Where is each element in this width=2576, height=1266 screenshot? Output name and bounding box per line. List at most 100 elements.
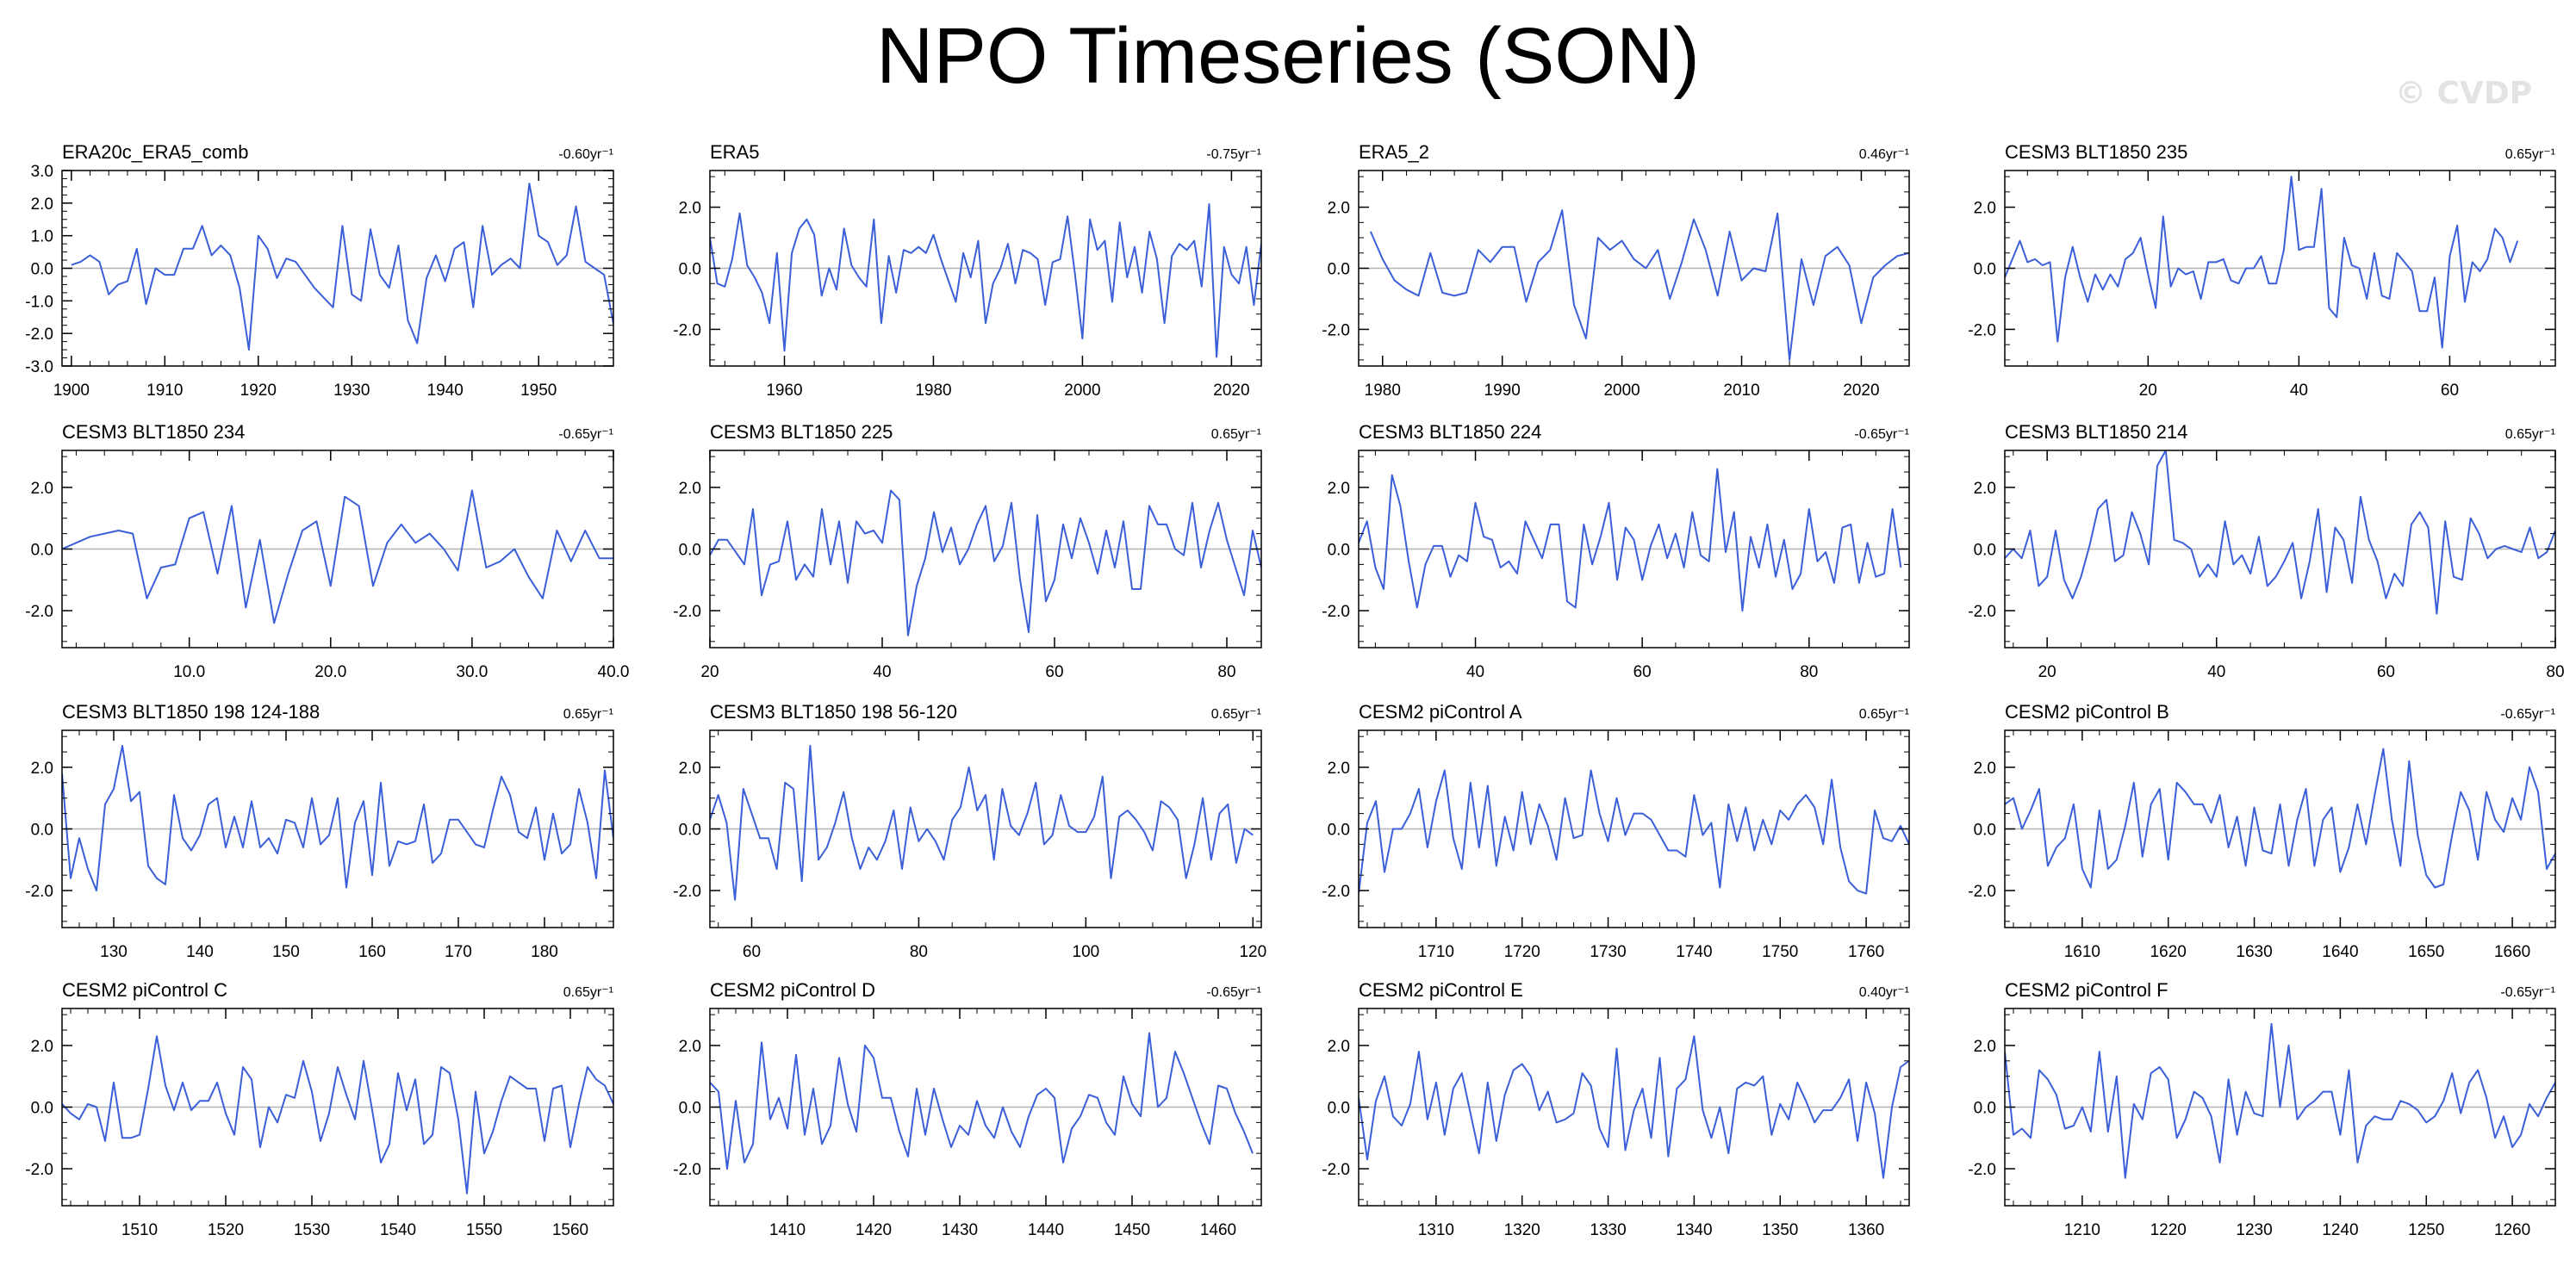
y-tick-label: -2.0 bbox=[25, 603, 53, 621]
x-tick-label: 1620 bbox=[2150, 943, 2187, 961]
x-tick-label: 1990 bbox=[1484, 382, 1521, 400]
x-tick-label: 60 bbox=[743, 943, 761, 961]
x-tick-label: 1760 bbox=[1848, 943, 1884, 961]
panel-12: CESM2 piControl C 0.65yr⁻¹ -2.0 0.0 2.0 1510 1… bbox=[25, 979, 614, 1239]
y-tick-label: -2.0 bbox=[25, 1161, 53, 1179]
panel-6: CESM3 BLT1850 224 -0.65yr⁻¹ -2.0 0.0 2.0 40 60… bbox=[1322, 421, 1910, 681]
x-tick-label: 30.0 bbox=[456, 663, 488, 681]
x-tick-label: 170 bbox=[445, 943, 472, 961]
x-tick-label: 1420 bbox=[856, 1221, 892, 1239]
y-tick-label: 2.0 bbox=[679, 200, 701, 218]
series-line bbox=[2005, 176, 2519, 349]
y-tick-label: -2.0 bbox=[673, 1161, 701, 1179]
x-tick-label: 1430 bbox=[942, 1221, 978, 1239]
x-tick-label: 1710 bbox=[1418, 943, 1454, 961]
y-tick-label: -2.0 bbox=[25, 326, 53, 344]
y-tick-label: 2.0 bbox=[1974, 200, 1996, 218]
y-tick-label: 2.0 bbox=[1328, 480, 1350, 498]
y-tick-label: 2.0 bbox=[1328, 1038, 1350, 1056]
x-tick-label: 1450 bbox=[1114, 1221, 1150, 1239]
y-tick-label: 0.0 bbox=[1328, 822, 1350, 840]
trend-label: -0.60yr⁻¹ bbox=[558, 147, 613, 162]
panel-title: ERA20c_ERA5_comb bbox=[62, 141, 248, 163]
y-tick-label: 2.0 bbox=[679, 480, 701, 498]
trend-label: 0.65yr⁻¹ bbox=[2505, 427, 2555, 442]
panel-title: CESM2 piControl E bbox=[1359, 979, 1523, 1001]
x-tick-label: 1900 bbox=[53, 382, 90, 400]
x-tick-label: 1640 bbox=[2322, 943, 2358, 961]
x-tick-label: 1460 bbox=[1200, 1221, 1236, 1239]
trend-label: 0.65yr⁻¹ bbox=[563, 985, 613, 1000]
y-tick-label: -2.0 bbox=[1968, 883, 1996, 901]
y-tick-label: 2.0 bbox=[31, 480, 53, 498]
panel-title: CESM3 BLT1850 234 bbox=[62, 421, 245, 443]
x-tick-label: 1320 bbox=[1504, 1221, 1540, 1239]
x-tick-label: 1910 bbox=[146, 382, 183, 400]
x-tick-label: 40 bbox=[2207, 663, 2225, 681]
x-tick-label: 40 bbox=[1466, 663, 1484, 681]
trend-label: -0.65yr⁻¹ bbox=[2500, 985, 2555, 1000]
trend-label: 0.40yr⁻¹ bbox=[1859, 985, 1909, 1000]
x-tick-label: 1510 bbox=[121, 1221, 158, 1239]
series-line bbox=[710, 744, 1254, 901]
x-tick-label: 1330 bbox=[1590, 1221, 1626, 1239]
y-tick-label: 0.0 bbox=[31, 1100, 53, 1118]
page-title: NPO Timeseries (SON) bbox=[876, 12, 1700, 100]
panel-5: CESM3 BLT1850 225 0.65yr⁻¹ -2.0 0.0 2.0 20 40 6… bbox=[673, 421, 1262, 681]
panel-title: CESM3 BLT1850 224 bbox=[1359, 421, 1541, 443]
x-tick-label: 1560 bbox=[552, 1221, 588, 1239]
x-tick-label: 1520 bbox=[208, 1221, 244, 1239]
y-tick-label: 2.0 bbox=[679, 760, 701, 778]
x-tick-label: 1650 bbox=[2408, 943, 2444, 961]
panel-1: ERA5 -0.75yr⁻¹ -2.0 0.0 2.0 1960 1980 2000 2020 bbox=[673, 141, 1262, 400]
y-tick-label: 3.0 bbox=[31, 163, 53, 181]
series-line bbox=[2005, 1022, 2555, 1179]
x-tick-label: 1350 bbox=[1762, 1221, 1798, 1239]
y-tick-label: 0.0 bbox=[1974, 822, 1996, 840]
panel-title: CESM3 BLT1850 235 bbox=[2005, 141, 2187, 163]
panel-4: CESM3 BLT1850 234 -0.65yr⁻¹ -2.0 0.0 2.0 10.0… bbox=[25, 421, 629, 681]
y-tick-label: 2.0 bbox=[1328, 760, 1350, 778]
x-tick-label: 1210 bbox=[2064, 1221, 2100, 1239]
x-tick-label: 1230 bbox=[2236, 1221, 2272, 1239]
x-tick-label: 1240 bbox=[2322, 1221, 2358, 1239]
y-tick-label: 2.0 bbox=[1974, 480, 1996, 498]
y-tick-label: -2.0 bbox=[1322, 321, 1350, 339]
y-tick-label: -2.0 bbox=[1322, 1161, 1350, 1179]
panel-0: ERA20c_ERA5_comb -0.60yr⁻¹ -3.0 -2.0 -1.0 0.0… bbox=[25, 141, 614, 400]
x-tick-label: 1950 bbox=[520, 382, 557, 400]
y-tick-label: 2.0 bbox=[31, 760, 53, 778]
x-tick-label: 150 bbox=[272, 943, 300, 961]
x-tick-label: 100 bbox=[1073, 943, 1100, 961]
x-tick-label: 1630 bbox=[2236, 943, 2272, 961]
x-tick-label: 1980 bbox=[1365, 382, 1401, 400]
y-tick-label: 0.0 bbox=[31, 261, 53, 279]
panel-title: CESM2 piControl D bbox=[710, 979, 875, 1001]
panel-title: CESM2 piControl A bbox=[1359, 701, 1522, 723]
x-tick-label: 1980 bbox=[915, 382, 951, 400]
x-tick-label: 2020 bbox=[1843, 382, 1879, 400]
panel-title: CESM2 piControl B bbox=[2005, 701, 2169, 723]
series-line bbox=[62, 1035, 613, 1195]
panel-title: ERA5_2 bbox=[1359, 141, 1429, 163]
panel-8: CESM3 BLT1850 198 124-188 0.65yr⁻¹ -2.0 0.0… bbox=[25, 701, 614, 961]
x-tick-label: 1930 bbox=[333, 382, 370, 400]
y-tick-label: -1.0 bbox=[25, 293, 53, 311]
trend-label: 0.65yr⁻¹ bbox=[563, 707, 613, 722]
y-tick-label: 0.0 bbox=[679, 1100, 701, 1118]
x-tick-label: 1920 bbox=[240, 382, 277, 400]
panel-15: CESM2 piControl F -0.65yr⁻¹ -2.0 0.0 2.0 1210… bbox=[1968, 979, 2556, 1239]
y-tick-label: 0.0 bbox=[31, 542, 53, 560]
y-tick-label: 0.0 bbox=[1974, 542, 1996, 560]
x-tick-label: 1750 bbox=[1762, 943, 1798, 961]
x-tick-label: 80 bbox=[1800, 663, 1818, 681]
y-tick-label: -2.0 bbox=[1322, 603, 1350, 621]
y-tick-label: -2.0 bbox=[1968, 321, 1996, 339]
x-tick-label: 120 bbox=[1239, 943, 1266, 961]
x-tick-label: 80 bbox=[910, 943, 928, 961]
x-tick-label: 60 bbox=[2377, 663, 2395, 681]
x-tick-label: 140 bbox=[186, 943, 214, 961]
y-tick-label: 0.0 bbox=[1328, 542, 1350, 560]
x-tick-label: 160 bbox=[358, 943, 386, 961]
